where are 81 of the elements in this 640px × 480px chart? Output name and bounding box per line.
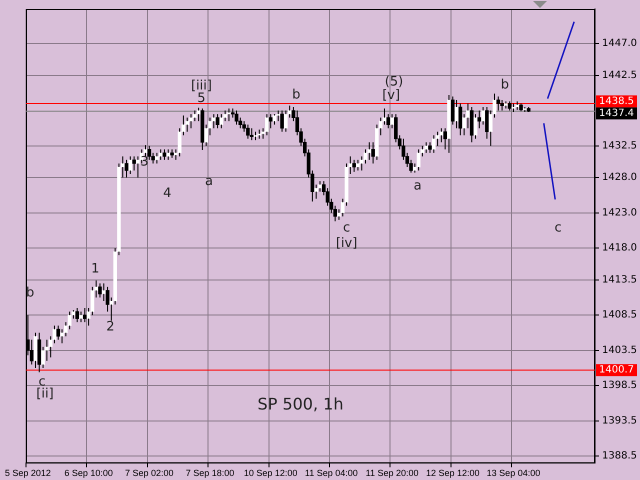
candlestick — [352, 159, 356, 172]
candlestick — [447, 94, 451, 154]
candlestick — [458, 103, 462, 136]
ref-line-label: 1400.7 — [599, 364, 634, 376]
candlestick — [272, 114, 276, 126]
candlestick — [162, 148, 166, 160]
candlestick — [432, 134, 436, 154]
annotation: 3 — [140, 154, 149, 170]
y-tick-label: 1393.5 — [602, 415, 638, 426]
candlestick — [371, 142, 375, 164]
annotation: 4 — [163, 186, 172, 202]
candlestick — [227, 108, 231, 122]
candlestick — [416, 148, 420, 172]
candlestick — [234, 110, 238, 126]
y-tick-label: 1388.5 — [602, 450, 638, 462]
x-tick-label: 13 Sep 04:00 — [486, 468, 540, 478]
annotation: 2 — [106, 319, 115, 334]
candlestick — [128, 156, 132, 175]
annotation: 1 — [91, 262, 100, 277]
y-tick-label: 1432.5 — [602, 140, 638, 152]
x-tick-label: 11 Sep 04:00 — [304, 468, 358, 478]
candlestick — [526, 106, 530, 112]
y-tick-label: 1428.0 — [602, 172, 638, 184]
candlestick — [189, 114, 193, 129]
x-tick-label: 5 Sep 2012 — [4, 468, 51, 478]
annotation: b — [500, 78, 510, 93]
candlestick — [515, 100, 520, 110]
annotation: a — [205, 174, 214, 190]
candlestick — [98, 282, 102, 298]
x-tick-label: 7 Sep 02:00 — [125, 468, 174, 478]
ref-line-label: 1437.4 — [599, 108, 634, 119]
y-tick-label: 1447.0 — [602, 38, 638, 50]
candlestick — [265, 114, 269, 136]
candlestick — [56, 325, 60, 340]
annotation: [iii] — [190, 78, 212, 94]
candlestick — [356, 159, 360, 172]
x-tick-label: 10 Sep 12:00 — [244, 468, 298, 478]
candlestick — [75, 308, 80, 323]
annotation: b — [292, 87, 300, 102]
x-tick-label: 6 Sep 10:00 — [64, 468, 113, 478]
candlestick — [79, 311, 83, 323]
x-tick-label: 7 Sep 18:00 — [186, 468, 234, 478]
text: SP 500, 1h — [258, 394, 344, 414]
candlestick — [200, 108, 204, 151]
annotation: a — [414, 178, 422, 194]
ref-line-label: 1438.5 — [599, 96, 634, 107]
candlestick — [170, 148, 174, 158]
y-tick-label: 1413.5 — [602, 274, 638, 286]
x-tick-label: 11 Sep 20:00 — [366, 468, 419, 478]
y-tick-label: 1423.0 — [602, 207, 638, 218]
candlestick — [470, 106, 474, 143]
y-tick-label: 1442.5 — [602, 70, 638, 81]
annotation: c — [554, 220, 562, 236]
candlestick — [147, 145, 152, 160]
candlestick — [34, 332, 38, 368]
candlestick — [124, 159, 128, 178]
candlestick — [246, 124, 250, 140]
annotation: [iv] — [336, 236, 358, 252]
annotation: 5 — [197, 90, 206, 106]
candlestick — [519, 103, 523, 112]
y-tick-label: 1398.5 — [602, 380, 638, 392]
candlestick — [280, 110, 284, 132]
candlestick — [155, 152, 159, 164]
y-tick-label: 1408.5 — [602, 310, 638, 321]
x-tick-label: 12 Sep 12:00 — [426, 468, 480, 478]
annotation: c — [342, 220, 350, 236]
candlestick — [216, 114, 220, 129]
candlestick — [504, 100, 508, 109]
candlestick — [512, 103, 516, 112]
candlestick — [220, 114, 224, 129]
annotation: b — [26, 286, 34, 301]
y-tick-label: 1403.5 — [602, 344, 638, 356]
candlestick — [508, 100, 512, 112]
candlestick — [428, 142, 432, 154]
candlestick — [500, 99, 504, 112]
annotation: (5) — [384, 74, 404, 90]
y-tick-label: 1418.0 — [602, 242, 638, 254]
candlestick — [37, 332, 42, 373]
annotation: [v] — [382, 88, 400, 104]
candlestick — [254, 131, 258, 141]
candlestick — [443, 128, 447, 150]
